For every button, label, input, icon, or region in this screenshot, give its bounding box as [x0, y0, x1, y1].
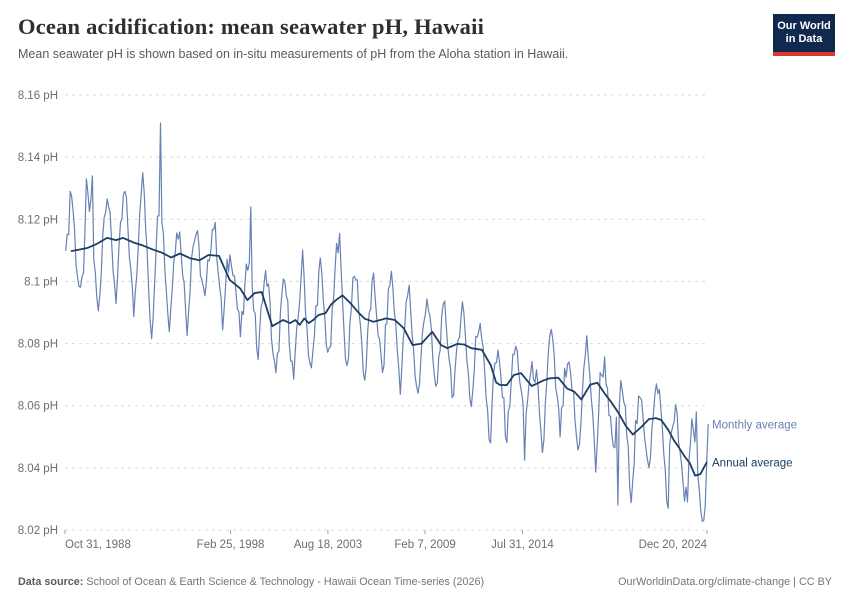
x-tick-label: Aug 18, 2003 [294, 539, 362, 551]
y-tick-label: 8.04 pH [18, 463, 58, 475]
owid-logo-line2: in Data [785, 33, 823, 45]
y-tick-label: 8.1 pH [24, 276, 58, 288]
chart-footer: Data source: School of Ocean & Earth Sci… [0, 576, 850, 588]
y-tick-label: 8.12 pH [18, 214, 58, 226]
y-tick-label: 8.06 pH [18, 401, 58, 413]
owid-logo[interactable]: Our World in Data [773, 14, 835, 56]
monthly-average-line[interactable] [65, 122, 709, 523]
x-tick-label: Feb 7, 2009 [394, 539, 455, 551]
x-tick-label: Oct 31, 1988 [65, 539, 131, 551]
x-tick-label: Jul 31, 2014 [491, 539, 554, 551]
annual-average-line[interactable] [70, 236, 708, 477]
page-title: Ocean acidification: mean seawater pH, H… [18, 14, 485, 39]
data-source-label: Data source: [18, 576, 84, 588]
owid-logo-line1: Our World [777, 20, 831, 32]
y-tick-label: 8.02 pH [18, 525, 58, 537]
chart-header: Ocean acidification: mean seawater pH, H… [0, 0, 850, 61]
y-tick-label: 8.16 pH [18, 90, 58, 102]
chart-subtitle: Mean seawater pH is shown based on in-si… [18, 47, 569, 61]
y-tick-label: 8.14 pH [18, 152, 58, 164]
x-tick-label: Dec 20, 2024 [639, 539, 708, 551]
data-source-text: School of Ocean & Earth Science & Techno… [86, 576, 485, 588]
data-source-note: Data source: School of Ocean & Earth Sci… [18, 576, 484, 588]
legend-monthly-average[interactable]: Monthly average [712, 419, 797, 431]
owid-attribution-link[interactable]: OurWorldinData.org/climate-change | CC B… [618, 576, 832, 588]
legend-annual-average[interactable]: Annual average [712, 458, 793, 470]
y-tick-label: 8.08 pH [18, 339, 58, 351]
x-tick-label: Feb 25, 1998 [197, 539, 265, 551]
